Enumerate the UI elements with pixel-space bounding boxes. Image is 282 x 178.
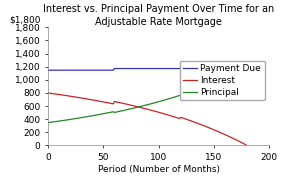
Line: Principal: Principal [48, 68, 246, 123]
Payment Due [123, 67, 126, 70]
Interest [244, 144, 248, 146]
Text: $1,800: $1,800 [9, 16, 41, 25]
Interest [46, 92, 50, 94]
Interest [222, 133, 226, 135]
X-axis label: Period (Number of Months): Period (Number of Months) [98, 165, 220, 174]
Principal [222, 78, 226, 80]
Payment Due [46, 69, 50, 71]
Principal [238, 70, 241, 73]
Principal [122, 109, 125, 112]
Payment Due [87, 69, 91, 71]
Payment Due [108, 69, 112, 71]
Principal [46, 122, 50, 124]
Principal [244, 67, 248, 69]
Legend: Payment Due, Interest, Principal: Payment Due, Interest, Principal [180, 61, 265, 100]
Principal [50, 121, 53, 123]
Principal [87, 115, 91, 117]
Interest [122, 102, 125, 104]
Interest [87, 98, 91, 100]
Payment Due [239, 67, 242, 69]
Interest [238, 140, 241, 143]
Payment Due [244, 67, 248, 69]
Principal [70, 118, 73, 120]
Line: Interest: Interest [48, 93, 246, 145]
Line: Payment Due: Payment Due [48, 68, 246, 70]
Payment Due [50, 69, 53, 71]
Interest [70, 95, 73, 97]
Payment Due [223, 67, 227, 69]
Payment Due [70, 69, 73, 71]
Title: Interest vs. Principal Payment Over Time for an
Adjustable Rate Mortgage: Interest vs. Principal Payment Over Time… [43, 4, 274, 27]
Interest [50, 92, 53, 95]
